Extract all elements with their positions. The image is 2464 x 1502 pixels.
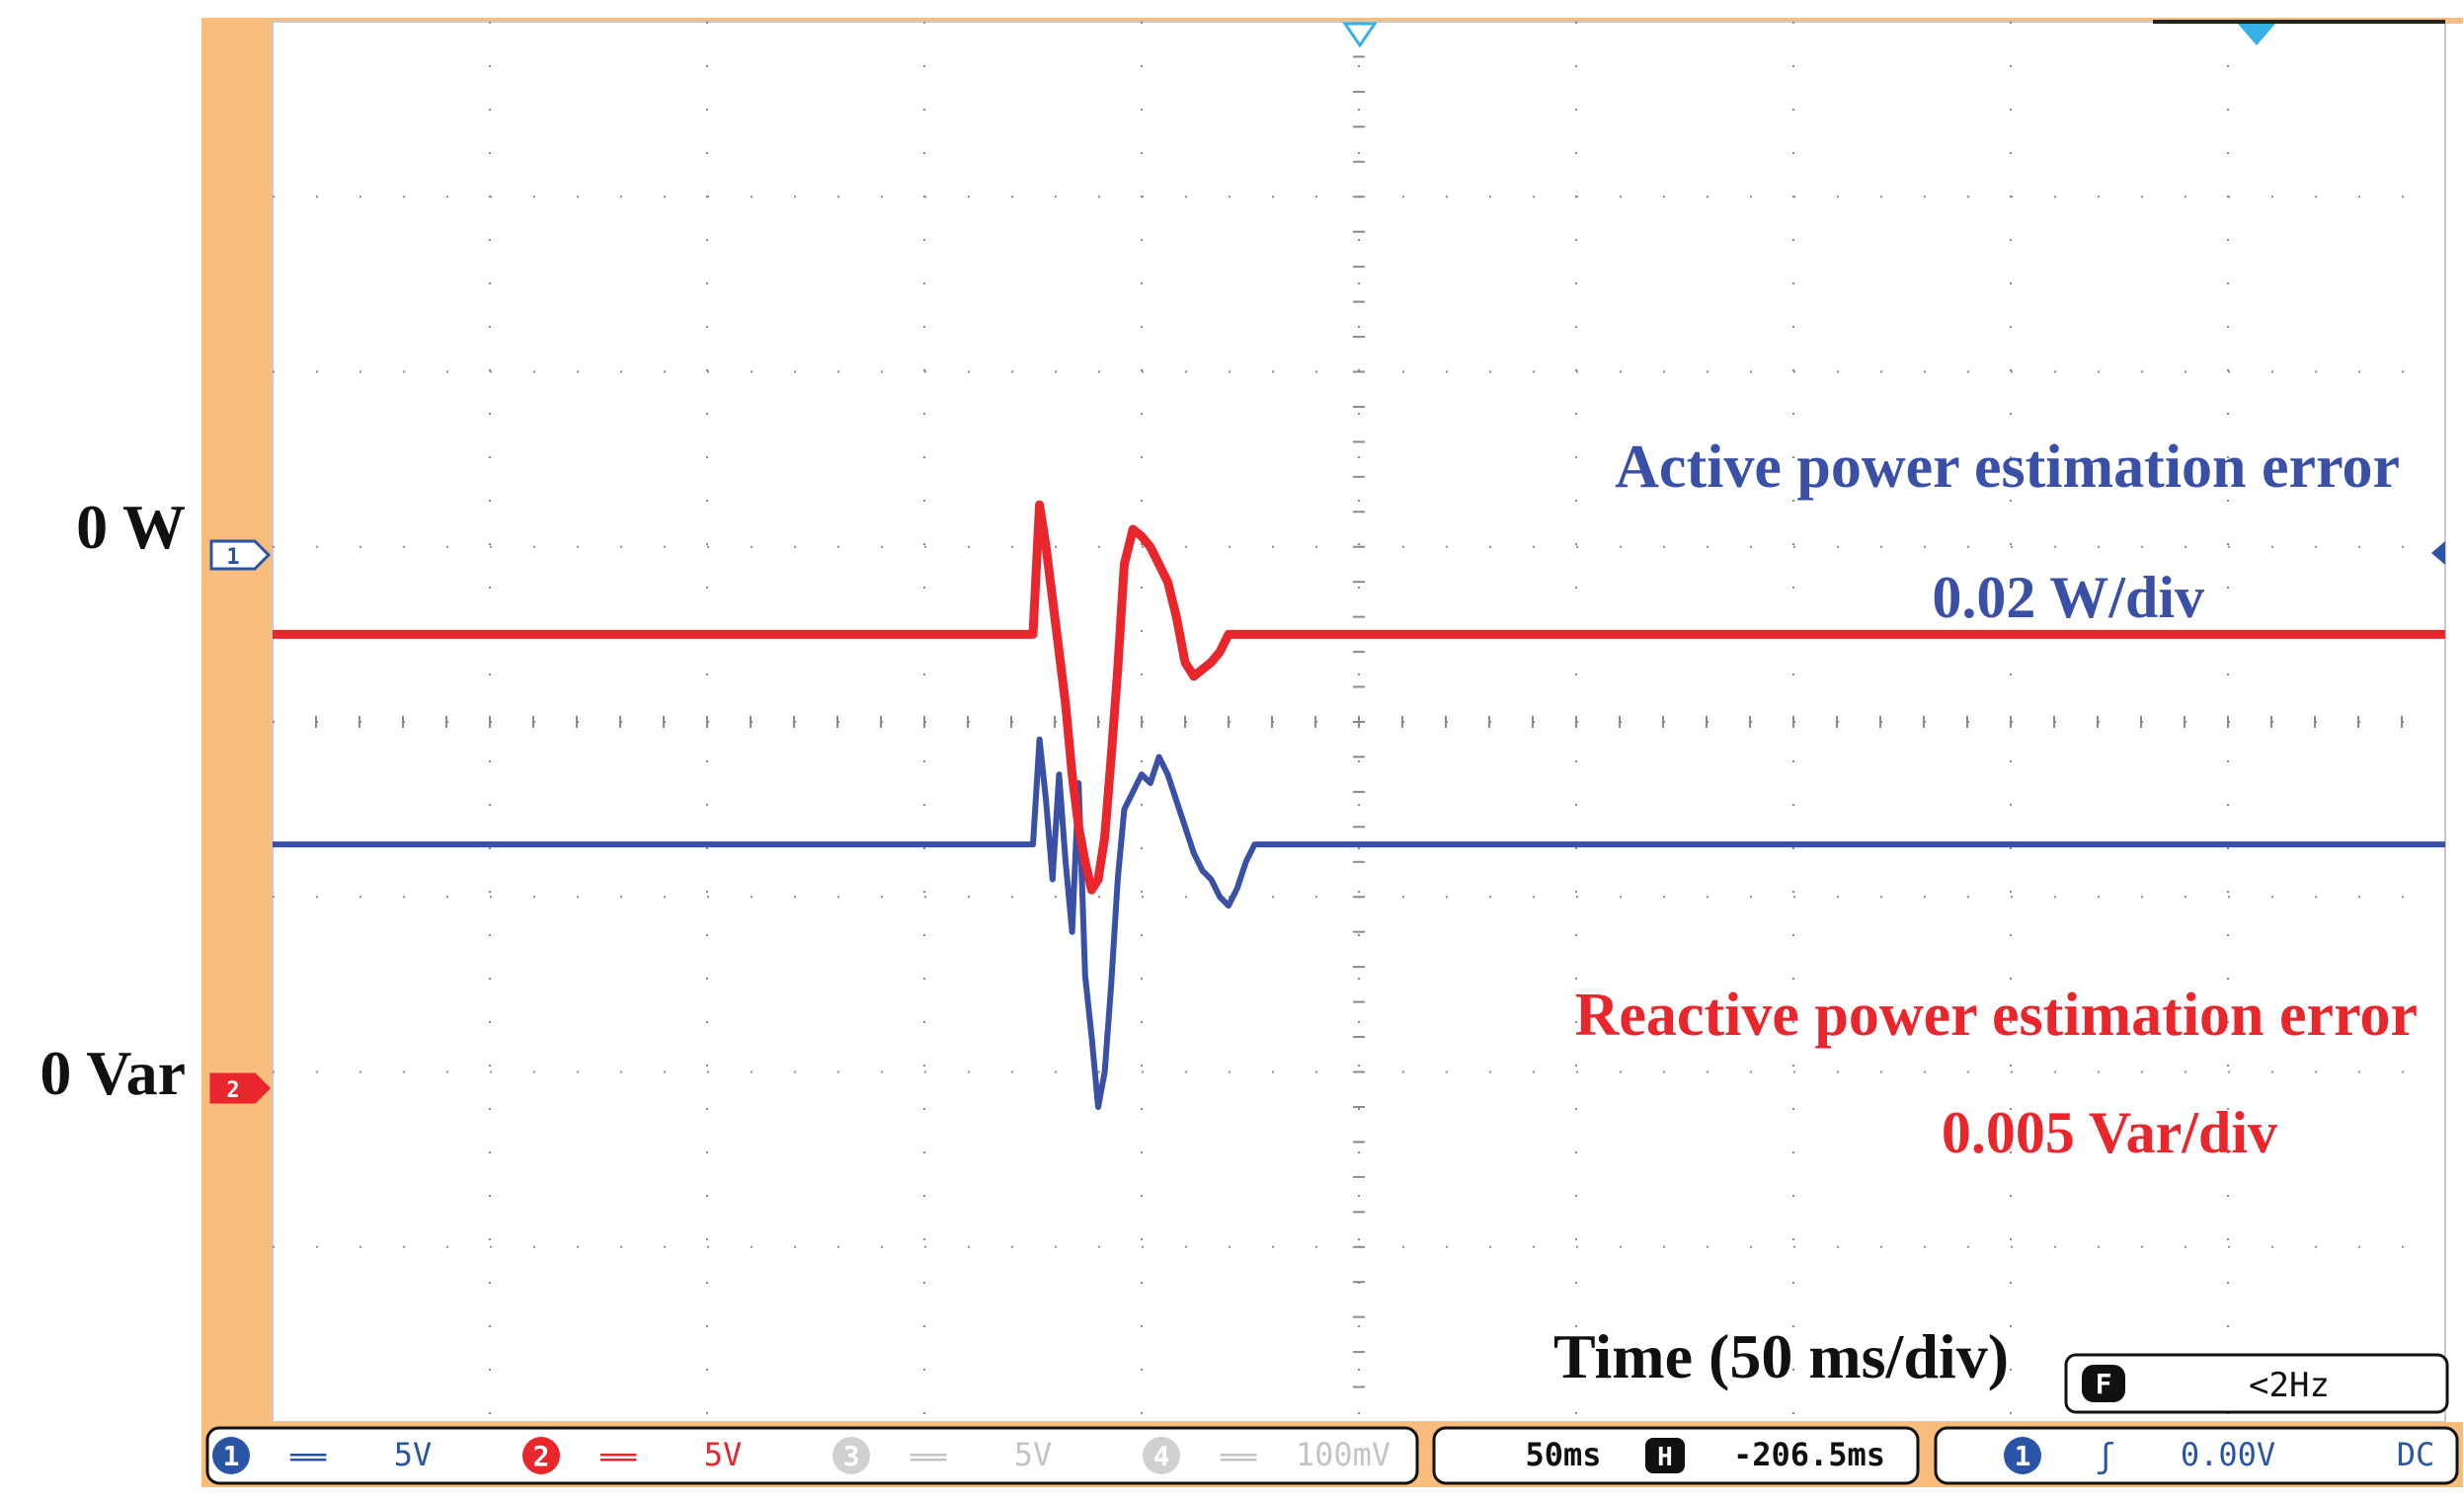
h-position-value: -206.5ms [1733,1436,1885,1473]
ch3-status-num: 3 [843,1440,860,1472]
ch1-coupling: ══ [289,1441,327,1475]
ch3-volts: 5V [1014,1436,1053,1473]
filter-text: <2Hz [2249,1366,2330,1405]
ch1-status-num: 1 [223,1440,240,1472]
active-power-trace [273,736,2445,1110]
timebase-value: 50ms [1525,1436,1601,1473]
ch1-volts: 5V [394,1436,433,1473]
ch1-marker-label: 1 [226,545,239,570]
ch1-zero-label: 0 W [76,492,186,562]
ch2-status-num: 2 [533,1440,550,1472]
ch2-series-name: Reactive power estimation error [1575,982,2418,1049]
ch2-scale-label: 0.005 Var/div [1942,1100,2277,1165]
trigger-position-icon [1342,22,1378,48]
filter-letter: F [2096,1368,2112,1400]
ch1-scale-label: 0.02 W/div [1932,565,2204,630]
reactive-power-trace [273,500,2445,895]
status-bar: 1 ══ 5V 2 ══ 5V 3 ══ 5V 4 ══ 100mV 50ms … [201,1422,2463,1487]
trigger-level: 0.00V [2181,1436,2275,1473]
top-indicator-bar [2153,20,2445,24]
h-letter: H [1657,1443,1673,1472]
ch1-status-icon [212,1437,250,1474]
ch1-right-marker [2431,541,2445,565]
ch3-coupling: ══ [910,1441,947,1475]
rising-edge-icon: ʃ [2096,1437,2115,1476]
ch2-zero-label: 0 Var [40,1038,186,1108]
side-panel [201,20,273,1484]
trigger-coupling: DC [2397,1436,2435,1473]
ch1-marker-icon: 1 [209,539,272,571]
ch3-status-icon [833,1437,870,1474]
trigger-source-icon [2004,1437,2041,1474]
ch1-series-name: Active power estimation error [1615,434,2400,501]
filter-readout: F <2Hz [2064,1353,2449,1414]
ch4-coupling: ══ [1220,1441,1257,1475]
ch4-status-num: 4 [1153,1440,1170,1472]
ch2-status-icon [522,1437,560,1474]
ch2-coupling: ══ [599,1441,637,1475]
filter-icon [2082,1365,2125,1402]
trigger-source-num: 1 [2015,1440,2031,1472]
trigger-time-icon [2238,24,2275,45]
graticule [273,22,2445,1422]
ch2-marker-icon: 2 [209,1072,272,1104]
ch2-marker-label: 2 [226,1078,239,1103]
x-axis-label: Time (50 ms/div) [1553,1321,2009,1391]
horizontal-position-icon [1645,1438,1685,1473]
ch2-volts: 5V [704,1436,743,1473]
channel-status-box [205,1426,1419,1485]
ch4-volts: 100mV [1296,1436,1391,1473]
ch4-status-icon [1143,1437,1180,1474]
traces [273,500,2445,1110]
trigger-box [1934,1426,2459,1485]
